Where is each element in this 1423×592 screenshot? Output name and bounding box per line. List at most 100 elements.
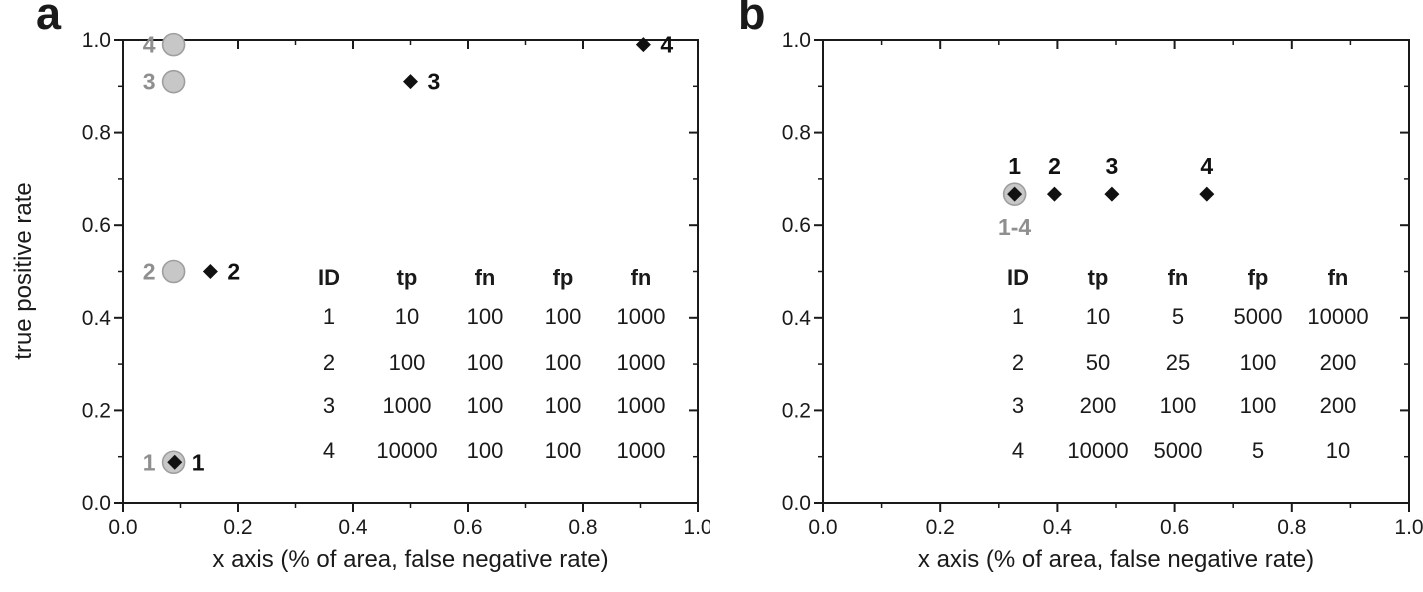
table-cell: 1000 — [616, 393, 666, 418]
table-cell: 100 — [466, 393, 504, 418]
table-cell: 100 — [466, 350, 504, 375]
table-cell: 1000 — [616, 438, 666, 463]
table-header-cell: fn — [474, 265, 496, 290]
y-tick-label: 0.6 — [782, 214, 811, 237]
table-cell: 200 — [1079, 393, 1117, 418]
table-cell: 5000 — [1233, 304, 1283, 329]
x-tick-label: 0.8 — [1277, 516, 1306, 539]
table-cell: 100 — [544, 350, 582, 375]
point-label: 1 — [143, 449, 156, 475]
panel-a-plot: 0.0 0.2 0.4 0.6 0.8 1.0 0.0 0.2 0.4 0.6 0.8 1.0 1 2 3 4… — [82, 29, 710, 539]
y-tick-label: 0.0 — [82, 492, 111, 515]
table-row: 3 200 100 100 200 — [978, 393, 1378, 419]
y-tick-label: 1.0 — [782, 29, 811, 52]
y-tick-label: 0.2 — [82, 399, 111, 422]
table-header-cell: tp — [1087, 265, 1109, 290]
table-row: 4 10000 5000 5 10 — [978, 438, 1378, 464]
y-tick-label: 0.4 — [82, 307, 112, 330]
point-diamond-1 — [167, 454, 183, 470]
table-cell: 2 — [322, 350, 336, 375]
table-cell: 3 — [322, 393, 336, 418]
y-tick-label: 0.8 — [82, 122, 111, 145]
table-header-cell: fn — [1167, 265, 1189, 290]
table-cell: 3 — [1011, 393, 1025, 418]
table-cell: 10000 — [1067, 438, 1129, 463]
table-row: 4 10000 100 100 1000 — [290, 438, 680, 464]
point-diamond-1 — [1007, 186, 1023, 202]
point-label: 4 — [1200, 153, 1213, 179]
table-row: 2 50 25 100 200 — [978, 350, 1378, 376]
x-tick-label: 0.0 — [108, 516, 137, 539]
y-tick-label: 0.8 — [782, 122, 811, 145]
point-circle-3 — [161, 69, 186, 94]
table-cell: 4 — [322, 438, 336, 463]
point-diamond-3 — [403, 74, 418, 90]
table-cell: 10000 — [1307, 304, 1369, 329]
table-header-row: ID tp fn fp fn — [290, 265, 680, 291]
panel-b-letter: b — [738, 0, 766, 39]
x-tick-label: 0.6 — [1160, 516, 1189, 539]
table-cell: 2 — [1011, 350, 1025, 375]
panel-a: a true positive rate 0.0 0.2 0.4 0.6 0.8 1.0 0… — [0, 0, 710, 592]
x-tick-label: 0.0 — [808, 516, 837, 539]
table-cell: 100 — [466, 438, 504, 463]
table-header-cell: ID — [318, 265, 340, 290]
x-axis-title: x axis (% of area, false negative rate) — [212, 546, 609, 573]
point-label: 1-4 — [998, 214, 1031, 240]
point-label: 4 — [143, 32, 156, 58]
table-header-row: ID tp fn fp fn — [978, 265, 1378, 291]
table-cell: 1000 — [382, 393, 432, 418]
table-cell: 25 — [1165, 350, 1191, 375]
point-label: 3 — [143, 69, 156, 95]
table-header-cell: fn — [630, 265, 652, 290]
x-tick-label: 0.6 — [453, 516, 482, 539]
point-label: 3 — [1105, 153, 1118, 179]
table-cell: 1 — [1011, 304, 1025, 329]
point-circle-4 — [161, 32, 186, 57]
table-cell: 100 — [1159, 393, 1197, 418]
table-cell: 10 — [1085, 304, 1111, 329]
y-tick-label: 0.0 — [782, 492, 811, 515]
table-cell: 4 — [1011, 438, 1025, 463]
point-label: 4 — [660, 32, 673, 58]
point-diamond-4 — [1199, 186, 1215, 202]
table-header-cell: fp — [552, 265, 574, 290]
table-cell: 10000 — [376, 438, 438, 463]
point-label: 3 — [428, 69, 441, 95]
point-label: 2 — [143, 259, 156, 285]
table-cell: 100 — [388, 350, 426, 375]
x-tick-label: 0.8 — [568, 516, 597, 539]
x-tick-label: 0.2 — [223, 516, 252, 539]
table-cell: 10 — [394, 304, 420, 329]
table-cell: 1 — [322, 304, 336, 329]
table-header-cell: ID — [1007, 265, 1029, 290]
table-cell: 5 — [1251, 438, 1265, 463]
x-tick-label: 0.4 — [338, 516, 368, 539]
y-tick-label: 1.0 — [82, 29, 111, 52]
table-row: 2 100 100 100 1000 — [290, 350, 680, 376]
point-label: 2 — [227, 259, 240, 285]
panel-a-letter: a — [36, 0, 62, 39]
x-axis-title: x axis (% of area, false negative rate) — [917, 546, 1315, 573]
table-header-cell: tp — [396, 265, 418, 290]
table-cell: 100 — [1239, 393, 1277, 418]
point-diamond-2 — [202, 264, 218, 279]
point-label: 1 — [1008, 153, 1021, 179]
table-cell: 100 — [1239, 350, 1277, 375]
table-cell: 200 — [1319, 350, 1357, 375]
table-header-cell: fp — [1247, 265, 1269, 290]
y-tick-label: 0.6 — [82, 214, 111, 237]
table-cell: 10 — [1325, 438, 1351, 463]
table-cell: 1000 — [616, 304, 666, 329]
panel-b: b 0.0 0.2 0.4 0.6 0.8 1.0 0.0 0.2 0.4 0.6 0.8 1.0 1-… — [713, 0, 1423, 592]
table-cell: 100 — [544, 393, 582, 418]
x-tick-label: 1.0 — [683, 516, 710, 539]
point-diamond-4 — [635, 37, 651, 53]
table-cell: 5000 — [1153, 438, 1203, 463]
x-tick-label: 1.0 — [1394, 516, 1423, 539]
table-cell: 200 — [1319, 393, 1357, 418]
table-header-cell: fn — [1327, 265, 1349, 290]
point-label: 1 — [192, 449, 205, 475]
x-tick-label: 0.2 — [926, 516, 955, 539]
